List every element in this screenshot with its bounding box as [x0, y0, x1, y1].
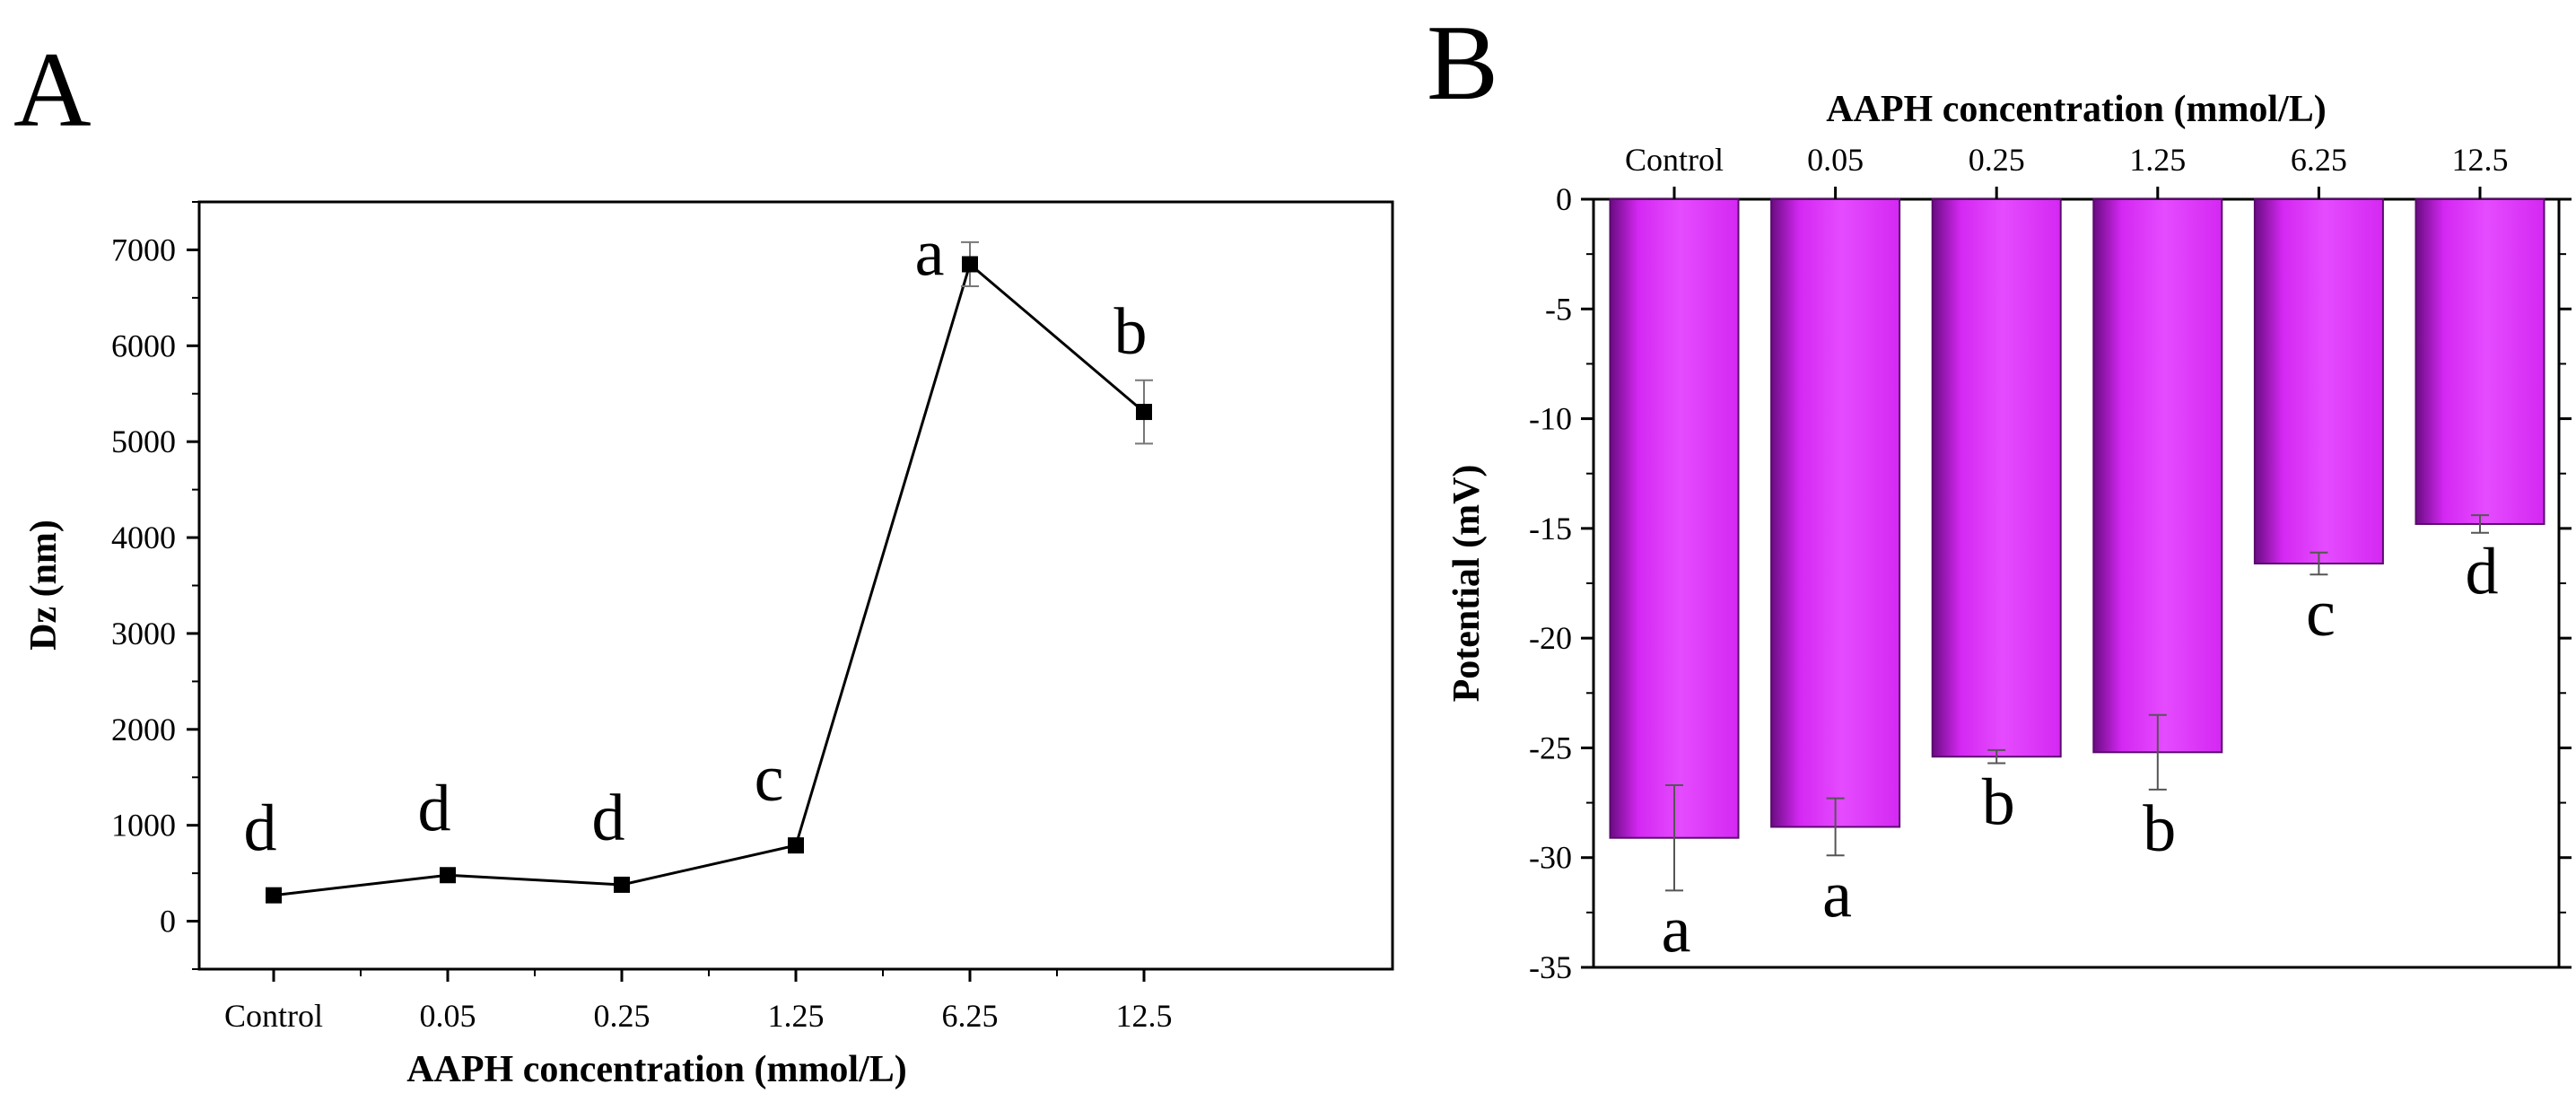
- y-tick-label: 0: [1556, 181, 1572, 217]
- significance-label: d: [2466, 536, 2499, 609]
- y-tick-label: -15: [1529, 511, 1572, 546]
- x-tick-label: 6.25: [2291, 142, 2347, 178]
- panel-b-ticks: 0 -5 -10 -15 -20 -25 -30 -35 Control 0.05 0.25 1.25…: [1529, 142, 2572, 985]
- panel-b-y-axis-title: Potential (mV): [1446, 465, 1488, 703]
- y-tick-label: 4000: [111, 520, 176, 555]
- data-point: [266, 887, 282, 904]
- bar: [2414, 198, 2545, 525]
- bar: [1609, 198, 1740, 839]
- panel-a-ticks: 0 1000 2000 3000 4000 5000 6000 7000 Control 0.05…: [111, 201, 1173, 1034]
- x-tick-label: 1.25: [768, 998, 825, 1034]
- x-tick-label: 6.25: [942, 998, 999, 1034]
- y-tick-label: -30: [1529, 840, 1572, 876]
- data-point: [1136, 404, 1152, 421]
- panel-b-series: a a b b c d: [1609, 198, 2545, 966]
- data-point: [962, 256, 978, 273]
- panel-a: A 0 1000 2000 3000 4000 5000 6000 7000 Control 0.…: [13, 30, 1394, 1090]
- significance-label: d: [592, 782, 625, 855]
- significance-label: d: [418, 772, 451, 845]
- y-tick-label: 0: [160, 904, 176, 940]
- significance-label: a: [915, 216, 945, 290]
- x-tick-label: 0.05: [1807, 142, 1864, 178]
- significance-label: d: [244, 792, 277, 866]
- y-tick-label: -25: [1529, 730, 1572, 765]
- y-tick-label: 5000: [111, 424, 176, 459]
- x-tick-label: 0.25: [1969, 142, 2025, 178]
- x-tick-label: Control: [224, 998, 323, 1034]
- significance-label: b: [1114, 295, 1148, 369]
- y-tick-label: 7000: [111, 232, 176, 267]
- y-tick-label: 1000: [111, 808, 176, 844]
- significance-label: c: [2306, 577, 2336, 651]
- panel-a-label: A: [13, 30, 92, 149]
- panel-a-plot-frame: [197, 200, 1394, 971]
- significance-label: a: [1662, 893, 1691, 966]
- data-point: [788, 837, 804, 854]
- x-tick-label: Control: [1625, 142, 1724, 178]
- panel-a-series: d d d c a b: [244, 216, 1153, 904]
- bar: [1931, 198, 2062, 758]
- significance-label: b: [2143, 792, 2176, 866]
- y-tick-label: -10: [1529, 401, 1572, 437]
- y-tick-label: 2000: [111, 712, 176, 747]
- panel-b-label: B: [1427, 3, 1498, 122]
- bar: [2092, 198, 2223, 754]
- x-tick-label: 12.5: [1116, 998, 1173, 1034]
- y-tick-label: 6000: [111, 328, 176, 363]
- significance-label: b: [1982, 766, 2015, 840]
- series-line: [273, 261, 1145, 897]
- y-tick-label: 3000: [111, 616, 176, 651]
- panel-b-x-axis-title: AAPH concentration (mmol/L): [1826, 89, 2327, 130]
- panel-a-x-axis-title: AAPH concentration (mmol/L): [406, 1049, 907, 1090]
- bar: [2253, 198, 2384, 564]
- data-point: [440, 867, 456, 884]
- x-tick-label: 0.05: [420, 998, 476, 1034]
- y-tick-label: -5: [1545, 291, 1572, 327]
- x-tick-label: 0.25: [594, 998, 651, 1034]
- panel-a-y-axis-title: Dz (nm): [23, 520, 65, 651]
- bar: [1770, 198, 1901, 828]
- significance-label: a: [1822, 858, 1852, 931]
- significance-label: c: [755, 742, 784, 816]
- x-tick-label: 1.25: [2129, 142, 2186, 178]
- panel-b: B a a b b c d 0 -5 -10 -15 -20 -25 -30 -35 Control 0.0…: [1427, 3, 2572, 985]
- y-tick-label: -20: [1529, 620, 1572, 656]
- data-point: [614, 876, 630, 893]
- y-tick-label: -35: [1529, 949, 1572, 985]
- x-tick-label: 12.5: [2452, 142, 2509, 178]
